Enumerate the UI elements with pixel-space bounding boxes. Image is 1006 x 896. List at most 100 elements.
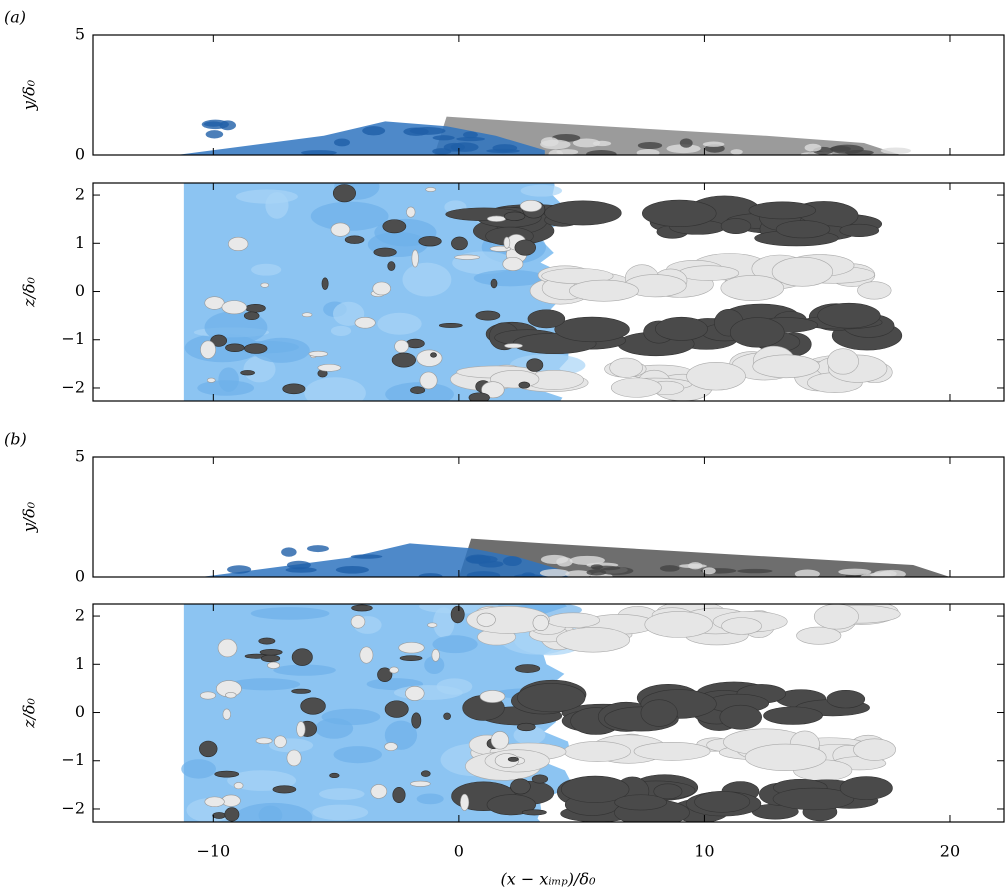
vortex: [420, 770, 431, 777]
vortex: [586, 569, 607, 576]
light-streak: [556, 627, 631, 653]
vortex: [548, 149, 564, 155]
vortex: [531, 774, 549, 784]
light-streak: [827, 348, 859, 375]
dark-streak: [527, 309, 566, 329]
vortex: [737, 568, 773, 574]
vortex: [217, 638, 238, 658]
dark-streak: [772, 787, 855, 811]
vortex: [419, 371, 438, 390]
vortex: [389, 666, 399, 674]
vortex: [260, 282, 270, 288]
vortex: [466, 555, 498, 564]
vortex: [258, 637, 276, 645]
vortex: [204, 296, 225, 310]
vortex: [702, 567, 716, 575]
vortex: [510, 778, 531, 795]
blue-patch: [197, 380, 255, 396]
vortex: [411, 249, 419, 268]
vortex: [222, 708, 231, 720]
vortex: [300, 150, 337, 155]
flow-rendering: [183, 183, 903, 401]
vortex: [224, 807, 240, 822]
vortex: [225, 692, 237, 699]
vortex: [321, 277, 329, 290]
vortex: [504, 343, 523, 349]
vortex: [502, 256, 524, 271]
vortex: [394, 339, 409, 353]
vortex: [409, 127, 446, 135]
vortex: [335, 565, 369, 574]
blue-patch: [432, 635, 478, 654]
vortex: [260, 654, 281, 663]
flow-rendering: [181, 604, 901, 822]
y-axis-label: z/δ₀: [20, 276, 39, 307]
x-tick-label: 20: [940, 842, 960, 861]
vortex: [454, 254, 480, 260]
light-streak: [569, 279, 639, 302]
y-tick-label: 0: [75, 567, 85, 586]
dark-streak: [694, 790, 751, 813]
dark-streak: [614, 794, 667, 811]
vortex: [384, 742, 398, 752]
vortex: [233, 782, 244, 790]
blue-patch: [520, 184, 563, 197]
vortex: [514, 239, 536, 256]
vortex: [384, 700, 409, 718]
blue-patch: [402, 262, 452, 297]
light-streak: [752, 354, 820, 379]
vortex: [591, 565, 621, 571]
vortex: [281, 547, 297, 557]
vortex: [210, 334, 228, 347]
vortex: [487, 215, 507, 222]
vortex: [199, 740, 218, 758]
vortex: [479, 690, 506, 703]
vortex: [225, 343, 245, 353]
light-streak: [857, 281, 892, 300]
light-streak: [720, 275, 785, 301]
vortex: [405, 338, 425, 349]
vortex: [245, 303, 266, 313]
blue-patch: [312, 804, 369, 821]
blue-patch: [265, 192, 289, 219]
vortex: [476, 612, 496, 627]
vortex: [350, 615, 366, 629]
dark-streak: [640, 699, 678, 727]
y-tick-label: 0: [75, 281, 85, 300]
vortex: [227, 565, 252, 574]
blue-patch: [319, 788, 365, 800]
axes-frame: [92, 34, 1005, 156]
vortex: [362, 126, 386, 136]
dark-streak: [748, 201, 816, 220]
vortex: [291, 648, 313, 666]
dark-streak: [839, 223, 880, 238]
blue-patch: [252, 337, 310, 363]
vortex: [515, 664, 541, 673]
vortex: [460, 793, 470, 811]
panel-label: (b): [4, 430, 27, 449]
vortex: [794, 569, 820, 577]
x-axis-label: (x − xᵢₘₚ)/δ₀: [501, 870, 597, 889]
vortex: [286, 560, 311, 570]
vortex: [463, 131, 478, 139]
vortex: [679, 138, 693, 148]
light-streak: [546, 612, 601, 628]
dark-streak: [719, 704, 762, 730]
y-tick-label: 5: [75, 25, 85, 44]
light-streak: [633, 741, 711, 761]
y-tick-label: 1: [75, 233, 85, 252]
vortex: [344, 235, 365, 244]
y-tick-label: −1: [61, 329, 85, 348]
x-tick-label: −10: [196, 842, 230, 861]
blue-patch: [433, 607, 455, 638]
vortex: [377, 667, 393, 682]
vortex: [490, 731, 509, 750]
vortex: [307, 545, 329, 553]
blue-patch: [250, 607, 330, 620]
vortex: [354, 317, 376, 329]
vortex: [329, 772, 340, 779]
y-tick-label: 0: [75, 702, 85, 721]
light-streak: [609, 357, 643, 378]
vortex: [255, 737, 273, 745]
vortex: [431, 648, 440, 662]
